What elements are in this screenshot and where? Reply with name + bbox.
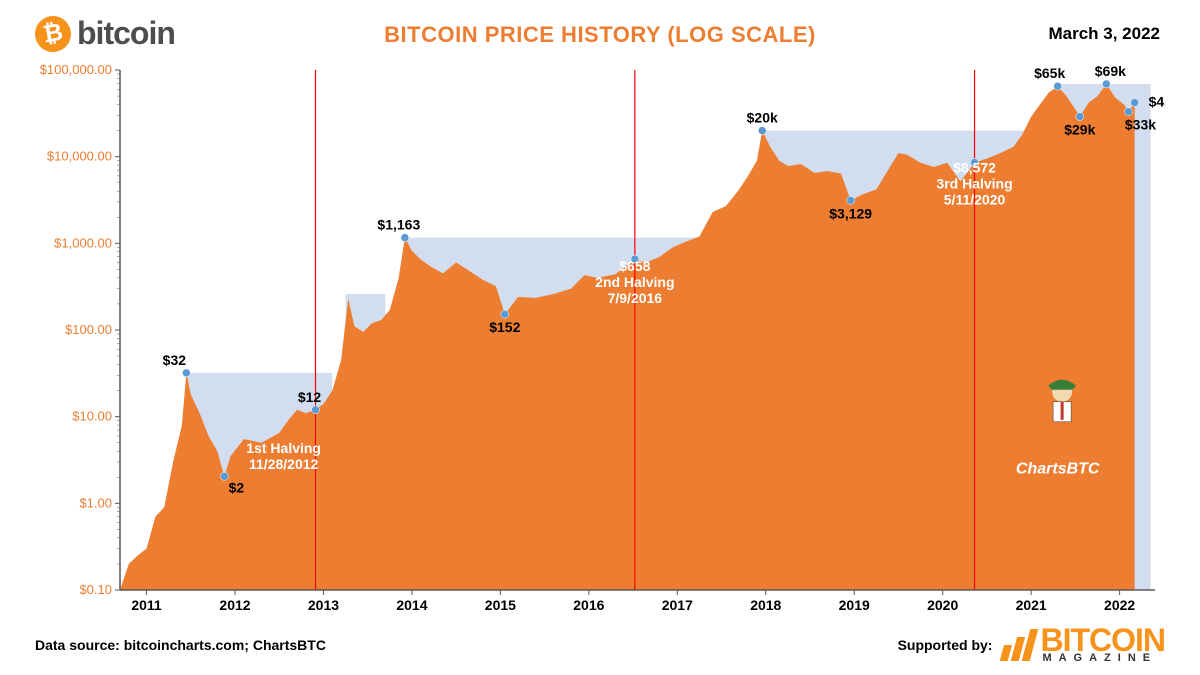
svg-text:11/28/2012: 11/28/2012 [249,456,319,472]
magazine-logo-bottom: MAGAZINE [1042,654,1165,663]
chart-date: March 3, 2022 [1048,24,1160,44]
svg-text:1st Halving: 1st Halving [246,440,321,456]
supported-by-label: Supported by: [898,637,993,653]
svg-text:2nd Halving: 2nd Halving [595,274,674,290]
svg-text:2018: 2018 [750,597,781,613]
svg-text:$0.10: $0.10 [79,582,112,597]
svg-text:7/9/2016: 7/9/2016 [608,290,663,306]
svg-text:2013: 2013 [308,597,339,613]
bitcoin-logo: ₿ bitcoin [35,15,175,52]
magazine-bars-icon [1000,629,1039,661]
svg-text:$42,127: $42,127 [1149,94,1165,110]
svg-text:$152: $152 [489,319,520,335]
svg-text:$8,572: $8,572 [953,159,996,175]
bitcoin-wordmark: bitcoin [77,15,175,52]
svg-text:2022: 2022 [1104,597,1135,613]
svg-text:2019: 2019 [839,597,870,613]
magazine-logo-top: BITCOIN [1040,627,1165,654]
svg-text:$69k: $69k [1095,63,1126,79]
svg-text:$10,000.00: $10,000.00 [47,149,112,164]
chart-header: ₿ bitcoin BITCOIN PRICE HISTORY (LOG SCA… [0,10,1200,60]
svg-text:$100.00: $100.00 [65,322,112,337]
chart-title: BITCOIN PRICE HISTORY (LOG SCALE) [384,22,816,48]
svg-text:$1,000.00: $1,000.00 [54,235,112,250]
svg-text:$33k: $33k [1125,117,1156,133]
chart-footer: Data source: bitcoincharts.com; ChartsBT… [35,625,1165,665]
chart-area: $0.10 $1.00 $10.00 $100.00 $1,000.00 $10,000.… [35,60,1165,620]
svg-text:$20k: $20k [747,110,778,126]
bitcoin-magazine-logo: BITCOIN MAGAZINE [1004,627,1165,664]
svg-text:$65k: $65k [1034,65,1065,81]
bitcoin-coin-icon: ₿ [32,13,74,55]
svg-text:$3,129: $3,129 [829,205,872,221]
svg-text:$29k: $29k [1064,122,1095,138]
svg-text:2014: 2014 [396,597,427,613]
svg-text:$10.00: $10.00 [72,409,112,424]
svg-text:3rd Halving: 3rd Halving [936,175,1012,191]
price-chart-svg: $0.10 $1.00 $10.00 $100.00 $1,000.00 $10,000.… [35,60,1165,620]
svg-text:$2: $2 [229,479,245,495]
svg-text:ChartsBTC: ChartsBTC [1016,461,1100,478]
svg-text:$658: $658 [619,258,650,274]
svg-text:2016: 2016 [573,597,604,613]
svg-text:$1.00: $1.00 [79,495,112,510]
supported-by-block: Supported by: BITCOIN MAGAZINE [898,627,1165,664]
svg-text:$12: $12 [298,389,322,405]
svg-text:2015: 2015 [485,597,516,613]
svg-text:2020: 2020 [927,597,958,613]
svg-text:$100,000.00: $100,000.00 [40,62,112,77]
svg-text:2017: 2017 [662,597,693,613]
data-source-label: Data source: bitcoincharts.com; ChartsBT… [35,637,326,653]
svg-text:2011: 2011 [131,597,162,613]
svg-text:$1,163: $1,163 [377,217,420,233]
svg-text:2012: 2012 [219,597,250,613]
svg-text:$32: $32 [163,352,187,368]
svg-text:5/11/2020: 5/11/2020 [944,191,1006,207]
svg-text:2021: 2021 [1016,597,1047,613]
